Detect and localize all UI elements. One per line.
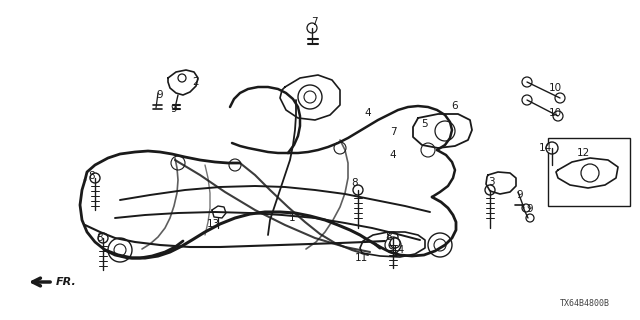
Circle shape <box>421 143 435 157</box>
Text: 7: 7 <box>310 17 317 27</box>
Text: 9: 9 <box>527 204 533 214</box>
Circle shape <box>334 142 346 154</box>
Text: 8: 8 <box>89 171 95 181</box>
Circle shape <box>526 214 534 222</box>
Text: 6: 6 <box>452 101 458 111</box>
Text: 14: 14 <box>392 245 404 255</box>
Text: 8: 8 <box>97 233 103 243</box>
Circle shape <box>114 244 126 256</box>
Text: 10: 10 <box>548 83 561 93</box>
Text: 9: 9 <box>157 90 163 100</box>
Text: 2: 2 <box>193 77 199 87</box>
Text: 11: 11 <box>355 253 367 263</box>
Text: 4: 4 <box>365 108 371 118</box>
Text: FR.: FR. <box>56 277 77 287</box>
Bar <box>548 138 630 206</box>
Circle shape <box>555 93 565 103</box>
Circle shape <box>108 238 132 262</box>
Circle shape <box>522 95 532 105</box>
Text: 9: 9 <box>516 190 524 200</box>
Circle shape <box>428 233 452 257</box>
Circle shape <box>485 185 495 195</box>
Circle shape <box>546 142 558 154</box>
Text: 9: 9 <box>171 104 177 114</box>
Text: 1: 1 <box>289 213 295 223</box>
Circle shape <box>385 237 401 253</box>
Circle shape <box>90 173 100 183</box>
Circle shape <box>229 159 241 171</box>
Circle shape <box>553 111 563 121</box>
Circle shape <box>178 74 186 82</box>
Text: 4: 4 <box>390 150 396 160</box>
Text: TX64B4800B: TX64B4800B <box>560 299 610 308</box>
Text: 14: 14 <box>538 143 552 153</box>
Text: 5: 5 <box>420 119 428 129</box>
Circle shape <box>353 185 363 195</box>
Circle shape <box>390 238 400 248</box>
Circle shape <box>388 232 398 242</box>
Circle shape <box>98 233 108 243</box>
Circle shape <box>522 204 530 212</box>
Text: 8: 8 <box>352 178 358 188</box>
Circle shape <box>304 91 316 103</box>
Text: 10: 10 <box>548 108 561 118</box>
Text: 7: 7 <box>390 127 396 137</box>
Circle shape <box>434 239 446 251</box>
Text: 8: 8 <box>386 232 392 242</box>
Circle shape <box>435 121 455 141</box>
Circle shape <box>298 85 322 109</box>
Circle shape <box>581 164 599 182</box>
Text: 12: 12 <box>577 148 589 158</box>
Text: 3: 3 <box>488 177 494 187</box>
Circle shape <box>389 241 397 249</box>
Circle shape <box>307 23 317 33</box>
Circle shape <box>171 156 185 170</box>
Circle shape <box>522 77 532 87</box>
Text: 13: 13 <box>206 219 220 229</box>
